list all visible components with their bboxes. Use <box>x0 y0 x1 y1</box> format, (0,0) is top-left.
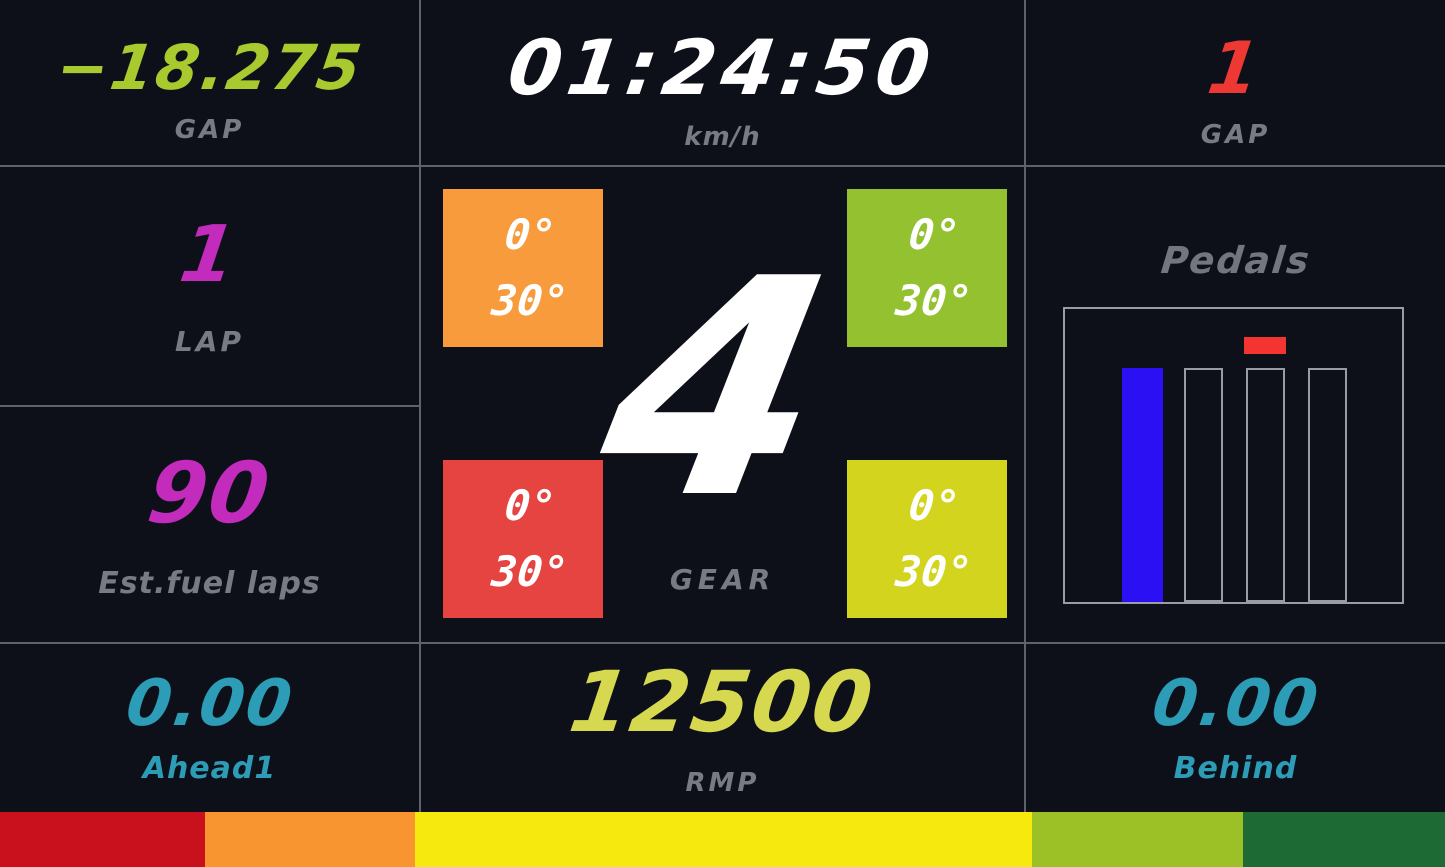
gap-left-panel: −18.275 GAP <box>0 0 419 165</box>
gap-left-label: GAP <box>174 114 245 145</box>
tyre-rear-right-outer-temp: 0° <box>906 480 962 530</box>
pedal-bar-3 <box>1246 368 1285 602</box>
pedals-panel: Pedals <box>1026 167 1445 642</box>
fuel-panel: 90 Est.fuel laps <box>0 407 419 642</box>
grid-divider-bottom <box>0 642 1445 644</box>
pedals-title: Pedals <box>1158 239 1313 282</box>
gap-right-label: GAP <box>1200 119 1271 150</box>
rpm-strip-segment-orange <box>205 812 415 867</box>
behind-panel: 0.00 Behind <box>1026 644 1445 812</box>
grid-divider-vertical-left <box>419 0 421 812</box>
rpm-strip-segment-light-green <box>1031 812 1243 867</box>
ahead-label: Ahead1 <box>142 751 277 786</box>
behind-label: Behind <box>1173 751 1298 786</box>
rpm-panel: 12500 RMP <box>421 644 1024 812</box>
pedal-bar-4 <box>1308 368 1347 602</box>
tyre-front-right-outer-temp: 0° <box>906 209 962 259</box>
rpm-value: 12500 <box>564 653 881 751</box>
grid-divider-top <box>0 165 1445 167</box>
lap-panel: 1 LAP <box>0 167 419 405</box>
gap-right-value: 1 <box>1203 25 1268 110</box>
speed-unit-label: km/h <box>684 121 761 152</box>
grid-divider-vertical-right <box>1024 0 1026 812</box>
rpm-color-strip <box>0 812 1445 867</box>
tyre-front-right-inner-temp: 30° <box>893 276 975 326</box>
fuel-value: 90 <box>142 443 277 542</box>
pedal-bar-active <box>1122 368 1163 602</box>
gear-tyres-panel: 0° 30° 0° 30° 0° 30° 0° 30° 4 GEAR <box>421 167 1024 642</box>
tyre-front-left: 0° 30° <box>443 189 603 347</box>
tyre-rear-left-outer-temp: 0° <box>502 480 558 530</box>
fuel-label: Est.fuel laps <box>98 565 321 601</box>
grid-divider-lap <box>0 405 419 407</box>
tyre-front-left-inner-temp: 30° <box>489 276 571 326</box>
ahead-value: 0.00 <box>121 667 298 741</box>
behind-value: 0.00 <box>1147 667 1324 741</box>
tyre-rear-right: 0° 30° <box>847 460 1007 618</box>
rpm-strip-segment-red <box>0 812 206 867</box>
lap-value: 1 <box>175 210 244 300</box>
lap-label: LAP <box>174 325 245 358</box>
pedal-marker <box>1244 337 1286 354</box>
ahead-panel: 0.00 Ahead1 <box>0 644 419 812</box>
tyre-rear-left: 0° 30° <box>443 460 603 618</box>
gear-value: 4 <box>578 215 855 565</box>
speed-value: 01:24:50 <box>503 22 942 112</box>
gap-right-panel: 1 GAP <box>1026 0 1445 165</box>
rpm-strip-segment-yellow <box>414 812 1032 867</box>
gap-left-value: −18.275 <box>51 30 368 104</box>
pedal-bar-2 <box>1184 368 1223 602</box>
tyre-rear-left-inner-temp: 30° <box>489 547 571 597</box>
tyre-rear-right-inner-temp: 30° <box>893 547 975 597</box>
rpm-label: RMP <box>685 768 760 798</box>
speed-panel: 01:24:50 km/h <box>421 0 1024 165</box>
tyre-front-right: 0° 30° <box>847 189 1007 347</box>
tyre-front-left-outer-temp: 0° <box>502 209 558 259</box>
gear-label: GEAR <box>669 563 776 596</box>
pedals-chart-box <box>1063 307 1404 604</box>
rpm-strip-segment-dark-green <box>1242 812 1445 867</box>
